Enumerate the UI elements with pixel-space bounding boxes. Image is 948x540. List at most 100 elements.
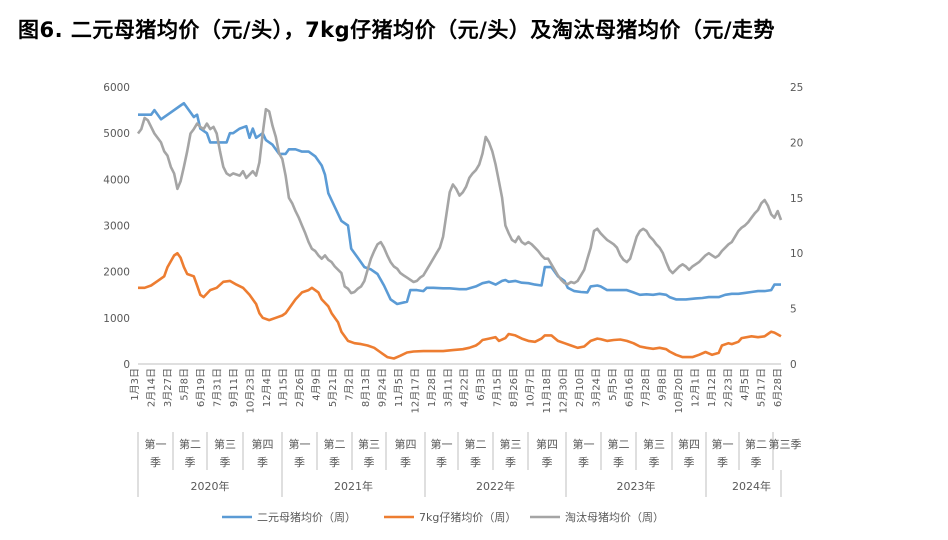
right-tick-label: 5: [790, 304, 797, 316]
x-tick-label: 6月28日: [772, 368, 784, 407]
quarter-label-text: 第一: [712, 437, 734, 451]
quarter-label-text: 第二: [324, 437, 346, 451]
quarter-label: 第一季: [289, 437, 311, 469]
x-tick-label: 7月15日: [492, 368, 504, 407]
legend-label: 淘汰母猪均价（周）: [565, 510, 664, 524]
quarter-label-text: 第二: [608, 437, 630, 451]
quarter-label-text: 第一: [289, 437, 311, 451]
x-tick-label: 5月8日: [178, 368, 190, 401]
x-tick-label: 1月15日: [277, 368, 289, 407]
quarter-label: 第三季: [500, 437, 522, 469]
x-tick-label: 3月24日: [591, 368, 603, 407]
x-tick-label: 2月10日: [574, 368, 586, 407]
x-tick-label: 4月22日: [459, 368, 471, 407]
quarter-label-text: 季: [751, 456, 762, 469]
year-label: 2023年: [617, 479, 656, 493]
x-tick-label: 6月16日: [624, 368, 636, 407]
quarter-label-text: 季: [294, 456, 305, 469]
quarter-label: 第三季: [769, 437, 802, 451]
quarter-label-text: 第四: [678, 437, 700, 451]
x-tick-label: 10月23日: [244, 368, 256, 413]
right-tick-label: 25: [790, 82, 803, 94]
quarter-label-text: 季: [400, 456, 411, 469]
x-tick-label: 4月5日: [739, 368, 751, 401]
quarter-label-text: 季: [578, 456, 589, 469]
x-tick-label: 1月28日: [426, 368, 438, 407]
quarter-label: 第一季: [145, 437, 167, 469]
quarter-label: 第三季: [643, 437, 665, 469]
quarter-label-text: 第三: [358, 437, 380, 451]
quarter-label-text: 第三: [643, 437, 665, 451]
x-tick-label: 10月20日: [673, 368, 685, 413]
quarter-label: 第一季: [712, 437, 734, 469]
x-tick-label: 8月13日: [360, 368, 372, 407]
legend-item: 7kg仔猪均价（周）: [384, 511, 516, 524]
year-label: 2022年: [476, 479, 515, 493]
quarter-label-text: 季: [613, 456, 624, 469]
x-tick-label: 2月23日: [723, 368, 735, 407]
x-tick-label: 1月12日: [706, 368, 718, 407]
legend-item: 二元母猪均价（周）: [222, 511, 356, 524]
x-tick-label: 2月14日: [145, 368, 157, 407]
chart-lines: [136, 101, 783, 360]
quarter-label-text: 第三季: [769, 437, 802, 451]
x-tick-label: 9月8日: [657, 368, 669, 401]
x-tick-label: 4月9日: [310, 368, 322, 401]
x-tick-label: 2月26日: [294, 368, 306, 407]
x-tick-label: 12月30日: [558, 368, 570, 413]
x-tick-label: 5月5日: [607, 368, 619, 401]
legend-label: 二元母猪均价（周）: [257, 511, 356, 524]
quarter-label-text: 季: [220, 456, 231, 469]
x-tick-label: 11月5日: [393, 368, 405, 407]
quarter-label: 第三季: [358, 437, 380, 469]
quarter-label-text: 第四: [395, 437, 417, 451]
series-line-0: [138, 101, 781, 306]
x-tick-label: 7月31日: [211, 368, 223, 407]
quarter-label-text: 第一: [431, 437, 453, 451]
chart-legend: 二元母猪均价（周） 7kg仔猪均价（周） 淘汰母猪均价（周）: [222, 510, 664, 524]
quarter-label: 第四季: [678, 437, 700, 469]
right-tick-label: 10: [790, 248, 803, 260]
quarter-label-text: 第三: [214, 437, 236, 451]
quarter-label: 第四季: [252, 437, 274, 469]
x-tick-label: 12月17日: [409, 368, 421, 413]
quarter-label-text: 季: [505, 456, 516, 469]
quarter-label-text: 季: [329, 456, 340, 469]
right-tick-label: 20: [790, 137, 803, 149]
quarter-label-text: 季: [649, 456, 660, 469]
quarter-label-text: 第四: [536, 437, 558, 451]
quarter-label-text: 第三: [500, 437, 522, 451]
quarter-label: 第四季: [536, 437, 558, 469]
quarter-label-text: 第一: [145, 437, 167, 451]
series-line-1: [138, 251, 782, 360]
x-tick-label: 5月17日: [756, 368, 768, 407]
x-tick-label: 6月19日: [195, 368, 207, 407]
quarter-label: 第三季: [214, 437, 236, 469]
left-tick-label: 4000: [103, 174, 130, 186]
x-tick-label: 5月21日: [327, 368, 339, 407]
quarter-label-text: 第二: [745, 437, 767, 451]
legend-label: 7kg仔猪均价（周）: [419, 511, 516, 524]
left-tick-label: 2000: [103, 267, 130, 279]
x-tick-label: 7月2日: [343, 368, 355, 401]
series-line-2: [136, 107, 783, 295]
quarter-label-text: 季: [150, 456, 161, 469]
x-tick-label: 1月3日: [129, 368, 141, 401]
x-tick-label: 6月3日: [475, 368, 487, 401]
x-tick-label: 3月11日: [442, 368, 454, 407]
quarter-label: 第二季: [745, 437, 767, 469]
x-tick-label: 12月1日: [690, 368, 702, 407]
quarter-label-text: 季: [436, 456, 447, 469]
left-tick-label: 5000: [103, 128, 130, 140]
quarter-label-text: 第二: [465, 437, 487, 451]
quarter-label-text: 季: [470, 456, 481, 469]
quarter-label: 第二季: [465, 437, 487, 469]
quarter-label: 第一季: [431, 437, 453, 469]
x-tick-label: 3月27日: [162, 368, 174, 407]
quarter-label-text: 第一: [573, 437, 595, 451]
quarter-label-text: 季: [684, 456, 695, 469]
left-tick-label: 3000: [103, 221, 130, 233]
left-tick-label: 0: [123, 359, 130, 371]
quarter-label-text: 季: [717, 456, 728, 469]
